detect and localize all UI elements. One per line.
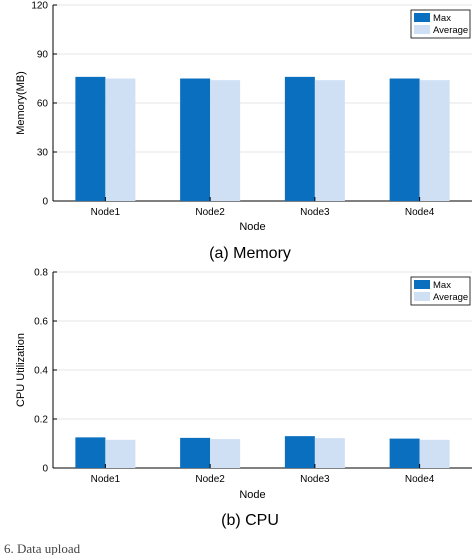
cpu-bar-max-node2 [180, 437, 211, 468]
memory-ytick-label: 60 [37, 99, 49, 110]
footer-text: 6. Data upload [4, 541, 81, 555]
cpu-ytick-label: 0.8 [34, 268, 48, 279]
cpu-bar-average-node1 [105, 439, 136, 468]
cpu-ytick-label: 0.2 [34, 415, 48, 426]
memory-ytick-label: 90 [37, 50, 49, 61]
cpu-bar-average-node2 [210, 439, 241, 468]
cpu-bar-average-node4 [419, 439, 450, 468]
memory-caption: (a) Memory [209, 245, 291, 262]
memory-bar-max-node3 [284, 76, 315, 201]
cpu-ytick-label: 0 [42, 464, 48, 475]
cpu-legend-swatch-average [414, 292, 430, 301]
cpu-caption: (b) CPU [221, 512, 279, 529]
memory-bar-average-node2 [210, 80, 241, 201]
cpu-legend-label-average: Average [433, 292, 468, 303]
memory-xtick-label: Node4 [405, 207, 435, 218]
memory-bar-average-node1 [105, 78, 136, 201]
cpu-x-axis-label: Node [239, 489, 265, 501]
memory-y-axis-label: Memory(MB) [15, 71, 27, 135]
memory-legend-label-max: Max [433, 13, 451, 24]
memory-bar-max-node2 [180, 78, 211, 201]
memory-ytick-label: 120 [31, 1, 48, 12]
memory-legend-swatch-average [414, 25, 430, 34]
cpu-y-axis-label: CPU Utilization [15, 333, 27, 407]
memory-chart: 0 30 60 90 120 Node1 Node2 Node3 Node4 Node Memory… [15, 1, 472, 233]
memory-bar-average-node4 [419, 80, 450, 201]
memory-legend-label-average: Average [433, 25, 468, 36]
memory-ytick-label: 30 [37, 148, 49, 159]
cpu-xtick-label: Node1 [91, 474, 121, 485]
cpu-bar-average-node3 [314, 438, 345, 468]
cpu-chart: 0 0.2 0.4 0.6 0.8 Node1 Node2 Node3 Node4 Node CPU… [15, 268, 472, 501]
memory-x-axis-label: Node [239, 221, 265, 233]
cpu-bar-max-node3 [284, 436, 315, 468]
memory-bar-average-node3 [314, 80, 345, 201]
memory-xtick-label: Node1 [91, 207, 121, 218]
cpu-legend-label-max: Max [433, 280, 451, 291]
cpu-xtick-label: Node2 [195, 474, 225, 485]
memory-ytick-label: 0 [42, 197, 48, 208]
cpu-xtick-label: Node4 [405, 474, 435, 485]
cpu-xtick-label: Node3 [300, 474, 330, 485]
memory-bar-max-node1 [75, 76, 106, 201]
memory-xtick-label: Node3 [300, 207, 330, 218]
cpu-bar-max-node1 [75, 437, 106, 468]
cpu-bar-max-node4 [389, 438, 420, 468]
memory-legend-swatch-max [414, 13, 430, 22]
cpu-legend-swatch-max [414, 280, 430, 289]
memory-xtick-label: Node2 [195, 207, 225, 218]
memory-bar-max-node4 [389, 78, 420, 201]
cpu-ytick-label: 0.4 [34, 366, 48, 377]
cpu-ytick-label: 0.6 [34, 317, 48, 328]
